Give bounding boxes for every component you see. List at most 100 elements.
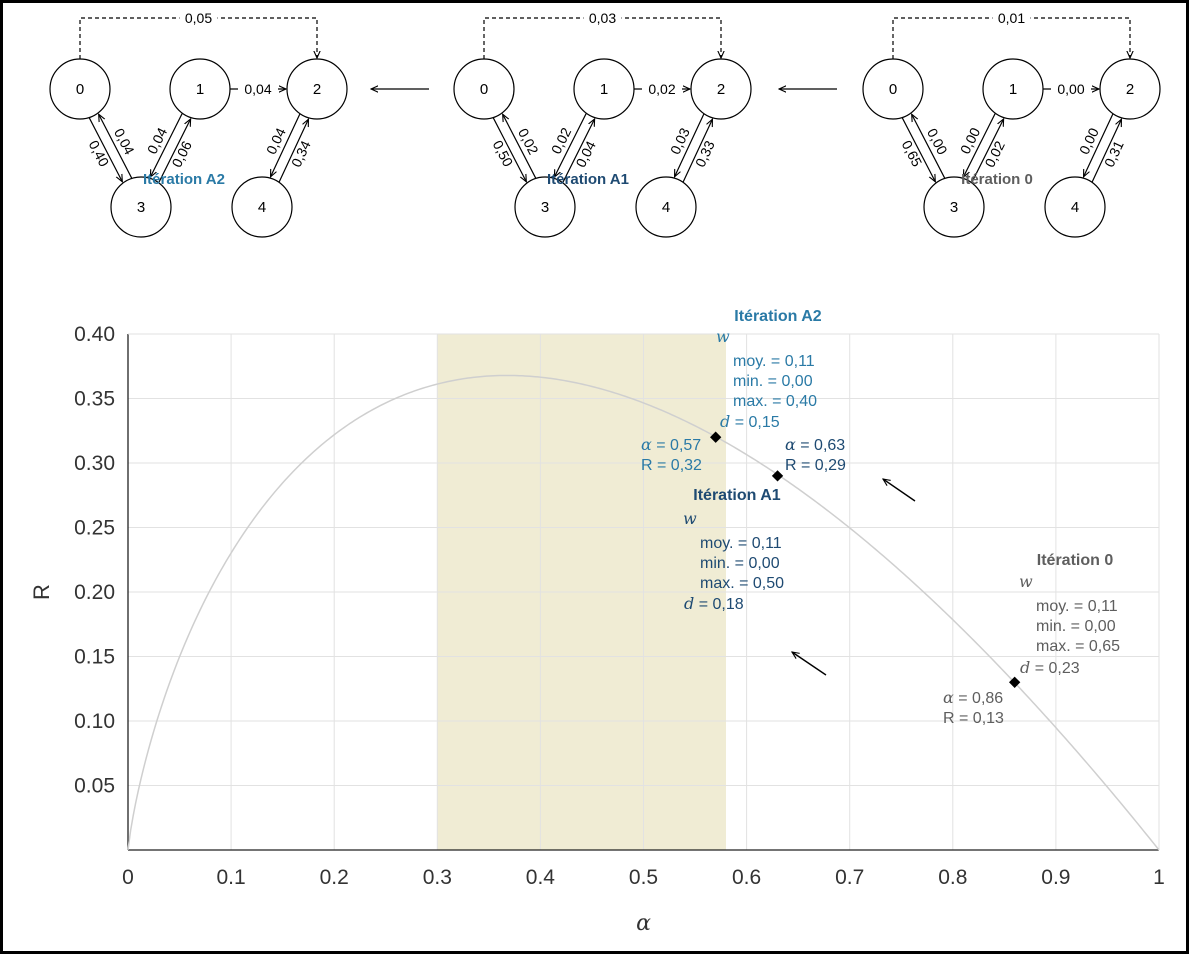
edge-2-4-arrow (1084, 113, 1114, 177)
edge-label: 0,02 (981, 138, 1008, 170)
r-curve (127, 374, 1160, 851)
node-1 (169, 58, 231, 120)
node-3 (514, 176, 576, 238)
edge-1-3-arrow (150, 113, 183, 177)
weight-stat: min. = 0,00 (700, 555, 780, 572)
annotation-heading: Itération 0 (1037, 552, 1114, 569)
x-tick-label: 0 (122, 866, 134, 889)
data-point-marker (1009, 676, 1021, 688)
weight-stat: moy. = 0,11 (1036, 598, 1118, 615)
weight-symbol: w (716, 327, 730, 346)
edge-2-4-arrow (675, 113, 705, 177)
weight-stat: max. = 0,50 (700, 575, 784, 592)
edge-label: 0,00 (924, 126, 951, 158)
coord-label: α = 0,86 (943, 688, 1003, 707)
graph-title: Itération A2 (143, 171, 225, 188)
distance-label: d = 0,18 (684, 594, 744, 613)
weight-stat: min. = 0,00 (1036, 618, 1116, 635)
edge-label-bg (642, 79, 682, 97)
node-0 (453, 58, 515, 120)
node-3 (923, 176, 985, 238)
edge-label-bg (992, 8, 1031, 26)
edge-label-bg (583, 8, 622, 26)
node-2 (286, 58, 348, 120)
x-tick-label: 0.7 (835, 866, 864, 889)
edge-label: 0,03 (667, 125, 693, 157)
node-label: 0 (480, 81, 488, 98)
weight-stat: moy. = 0,11 (733, 353, 815, 370)
y-tick-label: 0.10 (74, 710, 115, 733)
weight-symbol: w (683, 509, 697, 528)
y-tick-label: 0.20 (74, 581, 115, 604)
edge-label: 0,01 (998, 10, 1025, 26)
edge-label: 0,33 (692, 138, 718, 170)
edge-label: 0,04 (263, 125, 289, 157)
node-4 (1044, 176, 1106, 238)
edge-label: 0,04 (144, 125, 171, 157)
edge-3-0-arrow (503, 114, 537, 179)
x-axis-label: α (636, 911, 651, 936)
node-label: 2 (1126, 81, 1134, 98)
edge-label: 0,05 (185, 10, 212, 26)
node-0 (862, 58, 924, 120)
y-tick-label: 0.35 (74, 388, 115, 411)
node-label: 2 (717, 81, 725, 98)
edge-label: 0,04 (111, 126, 138, 158)
edge-label: 0,65 (899, 138, 926, 170)
edge-label: 0,02 (515, 126, 542, 158)
edge-3-1-arrow (971, 119, 1004, 183)
y-tick-label: 0.40 (74, 323, 115, 346)
edge-label: 0,00 (1076, 125, 1102, 157)
weight-stat: moy. = 0,11 (700, 535, 782, 552)
annotation-heading: Itération A1 (693, 487, 781, 504)
node-label: 0 (889, 81, 897, 98)
edge-3-0-arrow (99, 114, 133, 179)
edge-label: 0,00 (1057, 81, 1084, 97)
edge-1-3-arrow (963, 113, 996, 177)
x-tick-label: 0.3 (423, 866, 452, 889)
edge-2-4-arrow (271, 113, 301, 177)
edge-label: 0,34 (288, 138, 314, 170)
coord-label: R = 0,32 (641, 457, 702, 474)
edge-1-3-arrow (554, 113, 587, 177)
node-label: 1 (600, 81, 608, 98)
node-4 (635, 176, 697, 238)
edge-4-2-arrow (1091, 119, 1121, 183)
x-tick-label: 1 (1153, 866, 1165, 889)
coord-label: R = 0,29 (785, 457, 846, 474)
edge-label: 0,03 (589, 10, 616, 26)
graph-title: Itération A1 (547, 171, 629, 188)
graph-title: Itération 0 (961, 171, 1033, 188)
weight-stat: max. = 0,40 (733, 393, 817, 410)
edge-0-3-arrow (901, 117, 935, 182)
weight-stat: max. = 0,65 (1036, 638, 1120, 655)
edge-label-bg (238, 79, 278, 97)
edge-label: 0,50 (490, 138, 517, 170)
edge-0-2-dashed-arrow (892, 17, 1130, 59)
edge-label: 0,00 (957, 125, 984, 157)
edge-label-bg (1051, 79, 1091, 97)
node-label: 4 (1071, 199, 1079, 216)
node-label: 3 (541, 199, 549, 216)
coord-label: R = 0,13 (943, 710, 1004, 727)
figure-canvas: 0,050,040,400,04 0,040,06 0,040,340 1 23 4Ité… (29, 8, 1165, 936)
edge-0-3-arrow (88, 117, 122, 182)
edge-0-3-arrow (492, 117, 526, 182)
data-point-marker (771, 470, 784, 482)
edge-label: 0,04 (572, 138, 599, 170)
edge-label: 0,02 (548, 125, 575, 157)
graphs-panel: 0,050,040,400,04 0,040,06 0,040,340 1 23 4Ité… (49, 8, 1161, 238)
weight-symbol: w (1019, 572, 1033, 591)
node-label: 1 (196, 81, 204, 98)
edge-0-2-dashed-arrow (483, 17, 721, 59)
y-tick-label: 0.30 (74, 452, 115, 475)
coord-label: α = 0,63 (785, 435, 845, 454)
edge-4-2-arrow (278, 119, 308, 183)
edge-label: 0,06 (168, 138, 195, 170)
node-1 (982, 58, 1044, 120)
annotation-heading: Itération A2 (734, 308, 822, 325)
x-tick-label: 0.5 (629, 866, 658, 889)
